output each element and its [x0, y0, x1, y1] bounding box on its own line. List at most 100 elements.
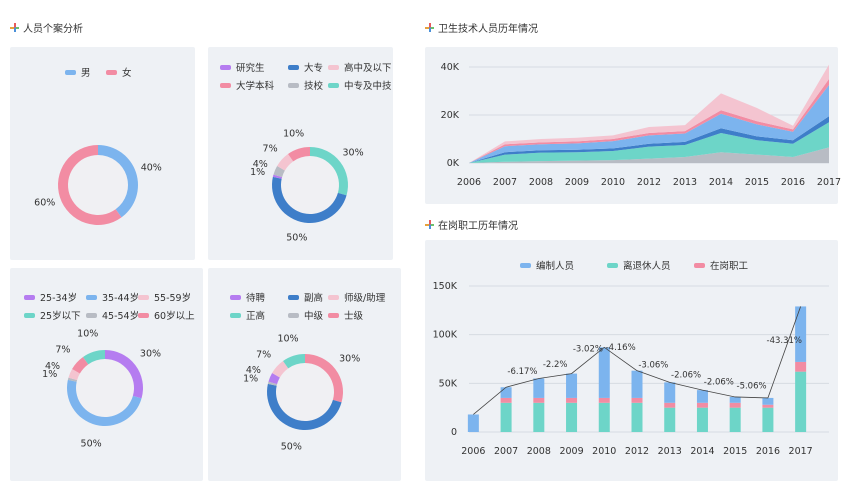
donut-slice[interactable]: [271, 176, 347, 224]
donut-slice[interactable]: [83, 350, 105, 365]
bar-segment[interactable]: [795, 361, 807, 372]
bar-segment[interactable]: [729, 402, 741, 408]
legend-item-highschool[interactable]: 高中及以下: [328, 60, 392, 74]
legend-item-age-25-34[interactable]: 25-34岁: [24, 290, 77, 304]
bar-segment[interactable]: [696, 402, 708, 408]
legend-label: 待聘: [246, 293, 266, 304]
legend-item-junior[interactable]: 士级: [328, 308, 363, 322]
bar-segment[interactable]: [664, 407, 676, 432]
legend-item-female[interactable]: 女: [106, 65, 132, 79]
donut-slice[interactable]: [288, 147, 310, 162]
legend-item-technical[interactable]: 技校: [288, 78, 323, 92]
donut-slice[interactable]: [273, 166, 285, 178]
donut-slice[interactable]: [267, 383, 342, 430]
legend-item-college[interactable]: 大专: [288, 60, 323, 74]
legend-item-male[interactable]: 男: [65, 65, 91, 79]
bar-segment[interactable]: [566, 397, 578, 403]
legend-item-staffing[interactable]: 编制人员: [520, 258, 574, 272]
bar-segment[interactable]: [533, 402, 545, 432]
bar-segment[interactable]: [664, 402, 676, 408]
legend-label: 男: [81, 68, 91, 79]
slice-label: 50%: [81, 438, 102, 449]
change-label: -5.06%: [737, 381, 767, 391]
donut-slice[interactable]: [272, 360, 289, 378]
legend-swatch: [65, 69, 76, 75]
legend-item-age-45-54[interactable]: 45-54岁: [86, 308, 139, 322]
bar-segment[interactable]: [500, 387, 512, 398]
bar-segment[interactable]: [729, 407, 741, 432]
bar-segment[interactable]: [795, 306, 807, 362]
donut-slice[interactable]: [66, 379, 142, 427]
slice-label: 1%: [250, 167, 265, 178]
plus-icon: [425, 23, 434, 32]
slice-label: 1%: [243, 373, 258, 384]
donut-slice[interactable]: [72, 356, 89, 374]
legend-item-age-55-59[interactable]: 55-59岁: [138, 290, 191, 304]
bar-segment[interactable]: [729, 396, 741, 403]
donut-slice[interactable]: [272, 174, 283, 179]
bar-segment[interactable]: [631, 402, 643, 432]
bar-segment[interactable]: [631, 370, 643, 398]
bar-segment[interactable]: [795, 371, 807, 432]
legend-item-age-over-60[interactable]: 60岁以上: [138, 308, 195, 322]
bar-segment[interactable]: [664, 382, 676, 403]
legend-item-associate-senior[interactable]: 副高: [288, 290, 323, 304]
legend-item-age-35-44[interactable]: 35-44岁: [86, 290, 139, 304]
area-series[interactable]: [469, 79, 829, 163]
area-series[interactable]: [469, 116, 829, 163]
bar-segment[interactable]: [500, 397, 512, 403]
legend-item-retired[interactable]: 离退休人员: [607, 258, 671, 272]
bar-segment[interactable]: [598, 347, 610, 398]
legend-swatch: [24, 312, 35, 318]
bar-segment[interactable]: [500, 402, 512, 432]
legend-swatch: [86, 294, 97, 300]
education-donut-chart: 30% 50% 1%4% 7% 10%: [250, 129, 364, 244]
area-series[interactable]: [469, 122, 829, 163]
bar-segment[interactable]: [533, 378, 545, 398]
bar-segment[interactable]: [533, 397, 545, 403]
bar-segment[interactable]: [566, 373, 578, 398]
bar-segment[interactable]: [631, 397, 643, 403]
legend-item-vocational[interactable]: 中专及中技: [328, 78, 392, 92]
legend-swatch: [288, 312, 299, 318]
legend-item-on-duty[interactable]: 在岗职工: [694, 258, 748, 272]
donut-slice[interactable]: [58, 145, 122, 225]
donut-slice[interactable]: [98, 145, 139, 218]
donut-slice[interactable]: [305, 354, 343, 403]
donut-slice[interactable]: [310, 147, 348, 196]
legend-label: 编制人员: [536, 261, 575, 272]
donut-slice[interactable]: [277, 153, 294, 171]
legend-swatch: [138, 294, 149, 300]
donut-slice[interactable]: [67, 377, 78, 382]
donut-slice[interactable]: [68, 369, 80, 381]
legend-swatch: [230, 294, 241, 300]
bar-segment[interactable]: [598, 397, 610, 403]
donut-slice[interactable]: [283, 354, 305, 369]
legend-item-pending[interactable]: 待聘: [230, 290, 265, 304]
legend-label: 师级/助理: [344, 293, 386, 304]
legend-item-age-under-25[interactable]: 25岁以下: [24, 308, 81, 322]
donut-slice[interactable]: [105, 350, 143, 399]
legend-item-senior[interactable]: 正高: [230, 308, 265, 322]
donut-slice[interactable]: [267, 381, 278, 386]
y-tick-label: 150K: [433, 281, 458, 292]
bar-segment[interactable]: [762, 407, 774, 432]
bar-segment[interactable]: [598, 402, 610, 432]
bar-segment[interactable]: [696, 407, 708, 432]
legend-item-graduate[interactable]: 研究生: [220, 60, 265, 74]
legend-swatch: [230, 312, 241, 318]
bar-segment[interactable]: [467, 414, 479, 432]
age-donut-chart: 30% 50% 1%4% 7% 10%: [42, 329, 161, 450]
legend-item-intermediate[interactable]: 中级: [288, 308, 323, 322]
legend-label: 25岁以下: [40, 311, 81, 322]
bar-segment[interactable]: [762, 397, 774, 405]
x-tick-label: 2006: [461, 446, 485, 457]
donut-slice[interactable]: [268, 373, 280, 385]
area-series[interactable]: [469, 147, 829, 163]
legend-item-bachelor[interactable]: 大学本科: [220, 78, 274, 92]
bar-segment[interactable]: [762, 404, 774, 408]
bar-segment[interactable]: [566, 402, 578, 432]
legend-item-assistant[interactable]: 师级/助理: [328, 290, 385, 304]
change-label: -43.31%: [767, 336, 802, 346]
bar-segment[interactable]: [696, 390, 708, 403]
